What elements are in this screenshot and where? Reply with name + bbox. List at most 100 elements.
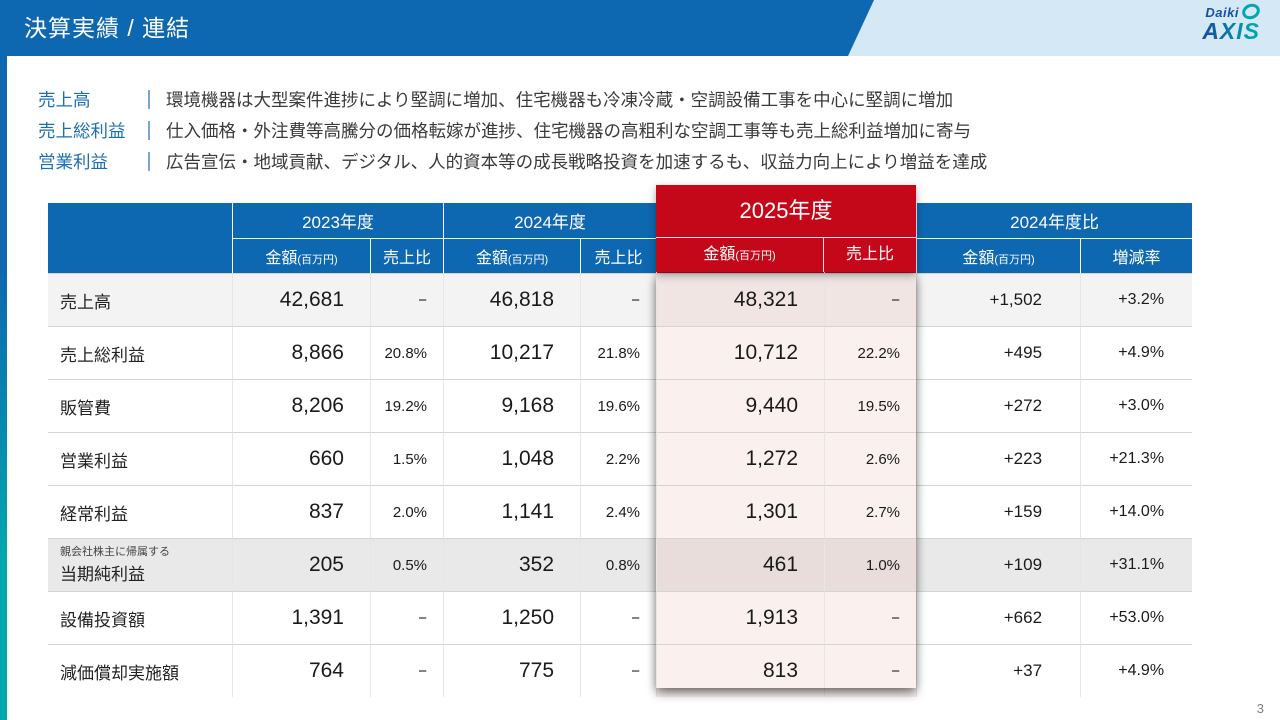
ratio-cell: 19.6% bbox=[580, 379, 657, 432]
ratio-cell: − bbox=[370, 591, 444, 644]
value-cell: 46,818 bbox=[443, 273, 581, 326]
value-cell: 8,866 bbox=[232, 326, 370, 379]
ratio-cell-highlight: 1.0% bbox=[824, 538, 917, 591]
summary-item: 営業利益 広告宣伝・地域貢献、デジタル、人的資本等の成長戦略投資を加速するも、収… bbox=[38, 146, 987, 177]
page-title: 決算実績 / 連結 bbox=[24, 15, 191, 41]
left-accent-strip bbox=[0, 0, 7, 720]
value-cell-highlight: 10,712 bbox=[656, 326, 825, 379]
row-label: 設備投資額 bbox=[48, 591, 232, 644]
rate-cell: +31.1% bbox=[1080, 538, 1193, 591]
logo-axis-text: AXIS bbox=[1202, 18, 1260, 44]
rate-cell: +3.2% bbox=[1080, 273, 1193, 326]
table-row: 売上高 42,681 − 46,818 − 48,321 − +1,502 +3… bbox=[48, 273, 1193, 326]
table-row: 減価償却実施額 764 − 775 − 813 − +37 +4.9% bbox=[48, 644, 1193, 697]
value-cell-highlight: 1,272 bbox=[656, 432, 825, 485]
col-group-2024: 2024年度 bbox=[443, 203, 657, 239]
summary-item: 売上総利益 仕入価格・外注費等高騰分の価格転嫁が進捗、住宅機器の高粗利な空調工事… bbox=[38, 115, 987, 146]
summary-section: 売上高 環境機器は大型案件進捗により堅調に増加、住宅機器も冷凍冷蔵・空調設備工事… bbox=[38, 84, 987, 177]
value-cell-highlight: 461 bbox=[656, 538, 825, 591]
col-group-yoy: 2024年度比 bbox=[916, 203, 1193, 239]
diff-cell: +159 bbox=[916, 485, 1081, 538]
rate-cell: +53.0% bbox=[1080, 591, 1193, 644]
summary-item: 売上高 環境機器は大型案件進捗により堅調に増加、住宅機器も冷凍冷蔵・空調設備工事… bbox=[38, 84, 987, 115]
title-bar: Daiki AXIS 決算実績 / 連結 bbox=[0, 0, 1280, 56]
table-row: 営業利益 660 1.5% 1,048 2.2% 1,272 2.6% +223… bbox=[48, 432, 1193, 485]
diff-cell: +272 bbox=[916, 379, 1081, 432]
ratio-cell: 2.4% bbox=[580, 485, 657, 538]
value-cell-highlight: 1,301 bbox=[656, 485, 825, 538]
highlight-column-title: 2025年度 bbox=[656, 185, 916, 238]
value-cell: 764 bbox=[232, 644, 370, 697]
summary-label: 売上総利益 bbox=[38, 121, 126, 141]
rate-cell: +4.9% bbox=[1080, 644, 1193, 697]
rate-cell: +3.0% bbox=[1080, 379, 1193, 432]
ratio-cell-highlight: − bbox=[824, 273, 917, 326]
value-cell: 42,681 bbox=[232, 273, 370, 326]
ratio-cell: 0.8% bbox=[580, 538, 657, 591]
subheader-ratio-2024: 売上比 bbox=[580, 239, 657, 273]
table-row: 販管費 8,206 19.2% 9,168 19.6% 9,440 19.5% … bbox=[48, 379, 1193, 432]
diff-cell: +1,502 bbox=[916, 273, 1081, 326]
company-logo: Daiki AXIS bbox=[1202, 1, 1263, 44]
ratio-cell: − bbox=[580, 644, 657, 697]
value-cell: 352 bbox=[443, 538, 581, 591]
diff-cell: +37 bbox=[916, 644, 1081, 697]
subheader-amount-yoy: 金額(百万円) bbox=[916, 239, 1081, 273]
value-cell: 775 bbox=[443, 644, 581, 697]
value-cell: 9,168 bbox=[443, 379, 581, 432]
ratio-cell: − bbox=[580, 591, 657, 644]
ratio-cell: 2.2% bbox=[580, 432, 657, 485]
ratio-cell: 2.0% bbox=[370, 485, 444, 538]
logo-daiki-text: Daiki bbox=[1205, 5, 1239, 20]
summary-text: 環境機器は大型案件進捗により堅調に増加、住宅機器も冷凍冷蔵・空調設備工事を中心に… bbox=[166, 90, 954, 110]
highlight-column-header-2025: 2025年度 金額(百万円) 売上比 bbox=[656, 185, 916, 272]
highlight-subheader-ratio: 売上比 bbox=[845, 246, 894, 263]
row-label: 親会社株主に帰属する 当期純利益 bbox=[48, 538, 232, 591]
ratio-cell: − bbox=[580, 273, 657, 326]
diff-cell: +495 bbox=[916, 326, 1081, 379]
row-label: 売上高 bbox=[48, 273, 232, 326]
value-cell: 1,250 bbox=[443, 591, 581, 644]
value-cell: 837 bbox=[232, 485, 370, 538]
diff-cell: +223 bbox=[916, 432, 1081, 485]
page-number: 3 bbox=[1256, 701, 1264, 716]
rate-cell: +4.9% bbox=[1080, 326, 1193, 379]
rate-cell: +14.0% bbox=[1080, 485, 1193, 538]
value-cell-highlight: 9,440 bbox=[656, 379, 825, 432]
table-header-group-row: 2023年度 2024年度 2024年度比 bbox=[48, 203, 1193, 273]
value-cell: 8,206 bbox=[232, 379, 370, 432]
table-row: 親会社株主に帰属する 当期純利益 205 0.5% 352 0.8% 461 1… bbox=[48, 538, 1193, 591]
diff-cell: +109 bbox=[916, 538, 1081, 591]
ratio-cell: 21.8% bbox=[580, 326, 657, 379]
summary-text: 仕入価格・外注費等高騰分の価格転嫁が進捗、住宅機器の高粗利な空調工事等も売上総利… bbox=[166, 121, 971, 141]
value-cell: 660 bbox=[232, 432, 370, 485]
ratio-cell: 0.5% bbox=[370, 538, 444, 591]
subheader-rate-yoy: 増減率 bbox=[1080, 239, 1193, 273]
subheader-ratio-2023: 売上比 bbox=[370, 239, 444, 273]
ratio-cell: 19.2% bbox=[370, 379, 444, 432]
table-row: 経常利益 837 2.0% 1,141 2.4% 1,301 2.7% +159… bbox=[48, 485, 1193, 538]
row-label-main: 当期純利益 bbox=[60, 564, 145, 584]
highlight-subheader-amount: 金額(百万円) bbox=[656, 238, 824, 272]
results-table-wrap: 2023年度 2024年度 2024年度比 金額(百万円) 売上比 金額(百万円… bbox=[48, 185, 1193, 697]
value-cell: 205 bbox=[232, 538, 370, 591]
ratio-cell: − bbox=[370, 644, 444, 697]
summary-text: 広告宣伝・地域貢献、デジタル、人的資本等の成長戦略投資を加速するも、収益力向上に… bbox=[166, 152, 988, 172]
ratio-cell: 20.8% bbox=[370, 326, 444, 379]
ratio-cell-highlight: − bbox=[824, 644, 917, 697]
separator-bar bbox=[148, 121, 150, 140]
table-row: 売上総利益 8,866 20.8% 10,217 21.8% 10,712 22… bbox=[48, 326, 1193, 379]
value-cell-highlight: 813 bbox=[656, 644, 825, 697]
table-corner-cell bbox=[48, 203, 232, 273]
value-cell: 1,048 bbox=[443, 432, 581, 485]
ratio-cell-highlight: 2.6% bbox=[824, 432, 917, 485]
col-group-2023: 2023年度 bbox=[232, 203, 444, 239]
value-cell: 10,217 bbox=[443, 326, 581, 379]
subheader-amount-2024: 金額(百万円) bbox=[443, 239, 581, 273]
ratio-cell-highlight: 19.5% bbox=[824, 379, 917, 432]
value-cell-highlight: 1,913 bbox=[656, 591, 825, 644]
separator-bar bbox=[148, 90, 150, 109]
value-cell: 1,391 bbox=[232, 591, 370, 644]
row-label-note: 親会社株主に帰属する bbox=[60, 545, 170, 558]
